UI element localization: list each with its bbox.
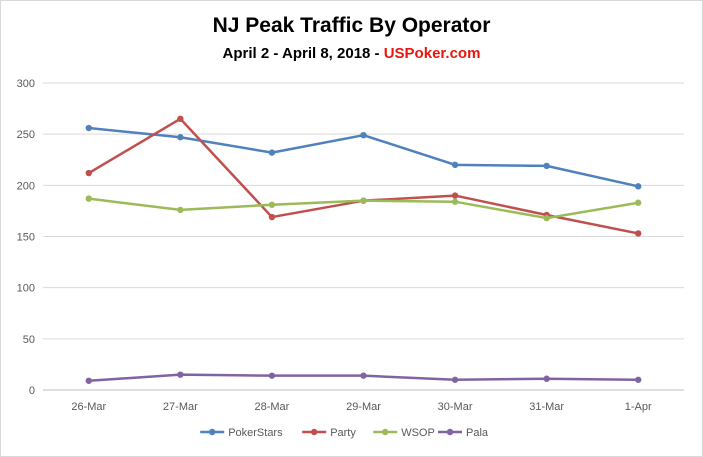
x-tick-label: 30-Mar (438, 401, 473, 413)
x-tick-label: 29-Mar (346, 401, 381, 413)
data-point-pokerstars (543, 162, 550, 170)
subtitle-date-range: April 2 - April 8, 2018 - (222, 45, 384, 62)
legend: PokerStars Party WSOP Pala (200, 427, 489, 439)
data-point-pokerstars (177, 134, 184, 141)
data-point-wsop (177, 206, 184, 214)
y-tick-label: 300 (17, 78, 35, 90)
data-point-wsop (635, 199, 642, 206)
legend-item-wsop: WSOP (373, 427, 435, 439)
data-point-wsop (451, 198, 459, 205)
data-point-pala (543, 375, 550, 382)
y-axis: 0 50 100 150 200 250 300 (17, 78, 35, 397)
data-point-party (177, 115, 184, 123)
data-point-pala (177, 371, 184, 378)
data-point-party (268, 213, 276, 221)
legend-label-wsop: WSOP (401, 427, 435, 439)
data-point-party (635, 230, 642, 237)
data-point-party (85, 169, 92, 177)
y-tick-label: 150 (17, 232, 35, 244)
x-tick-label: 1-Apr (625, 401, 652, 413)
legend-label-pokerstars: PokerStars (228, 427, 283, 439)
y-tick-label: 0 (29, 385, 35, 397)
data-point-wsop (543, 214, 550, 222)
data-point-pokerstars (635, 183, 642, 190)
data-point-party (451, 192, 459, 199)
series-pokerstars (85, 124, 642, 190)
legend-label-party: Party (330, 427, 356, 439)
legend-label-pala: Pala (466, 427, 489, 439)
legend-marker-wsop (382, 428, 389, 436)
y-tick-label: 100 (17, 283, 35, 295)
data-point-pokerstars (85, 124, 92, 132)
data-point-wsop (268, 201, 276, 208)
x-tick-label: 27-Mar (163, 401, 198, 413)
x-tick-label: 28-Mar (255, 401, 290, 413)
data-point-pala (360, 372, 367, 379)
x-tick-label: 31-Mar (529, 401, 564, 413)
legend-marker-party (311, 428, 318, 436)
x-tick-label: 26-Mar (71, 401, 106, 413)
y-tick-label: 50 (23, 334, 35, 346)
y-tick-label: 200 (17, 180, 35, 192)
subtitle-brand: USPoker.com (383, 45, 481, 62)
data-point-wsop (360, 197, 367, 204)
data-point-pala (268, 372, 276, 379)
legend-item-pokerstars: PokerStars (200, 427, 283, 439)
y-tick-label: 250 (17, 129, 35, 141)
series-wsop (85, 195, 642, 222)
legend-item-party: Party (302, 427, 356, 439)
chart-title: NJ Peak Traffic By Operator (212, 14, 491, 37)
x-axis: 26-Mar 27-Mar 28-Mar 29-Mar 30-Mar 31-Mar 1-Ap… (71, 401, 652, 413)
data-point-pala (85, 377, 92, 384)
data-point-pokerstars (268, 149, 276, 156)
legend-marker-pokerstars (209, 428, 216, 436)
series-pala (85, 371, 642, 384)
gridlines (43, 82, 684, 391)
legend-item-pala: Pala (438, 427, 489, 439)
data-point-pala (635, 376, 642, 383)
chart-subtitle: April 2 - April 8, 2018 - USPoker.com (0, 45, 703, 62)
legend-marker-pala (446, 428, 454, 436)
series-lines (85, 115, 642, 384)
data-point-wsop (85, 195, 92, 202)
data-point-pokerstars (451, 161, 459, 169)
data-point-pokerstars (360, 131, 367, 139)
data-point-pala (451, 376, 459, 383)
